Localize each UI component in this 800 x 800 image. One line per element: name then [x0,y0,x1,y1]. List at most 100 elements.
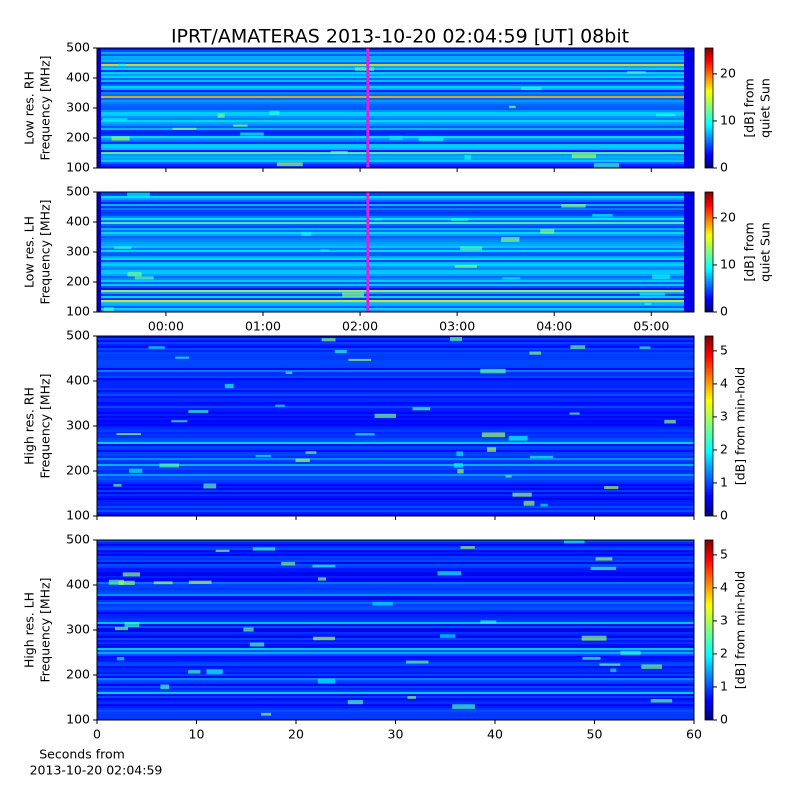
spectrogram-row [97,582,694,585]
y-axis-label: High res. LH [22,592,37,668]
spectrogram-row [97,84,694,87]
spectrogram-row [97,206,694,209]
spectrogram-row [97,494,694,497]
spectrogram-blob [148,346,165,349]
spectrogram-row [97,670,694,673]
spectrogram-blob [594,163,620,168]
spectrogram-row [97,78,694,81]
y-tick-label: 100 [66,712,90,727]
spectrogram-row [97,630,694,633]
spectrogram-row [97,244,694,247]
colorbar-label: [dB] from [742,222,757,281]
spectrogram-row [97,338,694,341]
spectrogram-blob [626,71,646,74]
spectrogram-row [97,50,694,53]
spectrogram-row [97,198,694,201]
spectrogram-row [97,358,694,361]
x-tick-label: 10 [189,727,205,742]
spectrogram-row [97,638,694,641]
spectrogram-blob [118,580,135,585]
spectrogram-row [97,472,694,475]
spectrogram-row [97,80,694,83]
spectrogram-blob [453,463,463,468]
spectrogram-row [97,692,694,695]
x-tick-label: 0 [93,727,101,742]
spectrogram-row [97,500,694,503]
spectrogram-blob [481,432,506,438]
spectrogram-row [97,258,694,261]
spectrogram-blob [269,110,280,116]
y-axis-label: Frequency [MHz] [38,577,53,682]
spectrogram-blob [285,371,293,374]
spectrogram-row [97,370,694,373]
spectrogram-row [97,716,694,719]
spectrogram-row [97,418,694,421]
spectrogram-row [97,610,694,613]
spectrogram-row [97,350,694,353]
spectrogram-row [97,372,694,375]
spectrogram-blob [103,307,114,312]
spectrogram-row [97,108,694,111]
spectrogram-blob [372,602,393,606]
spectrogram-row [97,666,694,669]
spectrogram-row [97,204,694,207]
spectrogram-row [97,290,694,293]
spectrogram-row [97,448,694,451]
spectrogram-row [97,346,694,349]
spectrogram-blob [610,668,617,673]
spectrogram [97,336,694,517]
spectrogram-blob [188,410,209,413]
spectrogram-blob [118,63,126,67]
spectrogram-row [97,446,694,449]
spectrogram-blob [312,564,336,568]
colorbar [704,539,714,721]
spectrogram-row [97,254,694,257]
spectrogram-row [97,390,694,393]
spectrogram-row [97,440,694,443]
y-tick-label: 100 [66,160,90,175]
spectrogram-blob [354,67,374,71]
spectrogram-row [97,544,694,547]
spectrogram-row [97,422,694,425]
spectrogram-row [97,620,694,623]
spectrogram-row [97,110,694,113]
spectrogram-row [97,706,694,709]
spectrogram-blob [529,455,554,459]
spectrogram-row [97,464,694,467]
spectrogram-row [97,52,694,55]
colorbar-label: quiet Sun [758,222,773,282]
spectrogram-blob [563,540,585,544]
spectrogram-row [97,162,694,165]
spectrogram-blob [128,468,143,473]
spectrogram-blob [102,118,128,121]
spectrogram-row [97,230,694,233]
spectrogram-row [97,146,694,149]
spectrogram-row [97,74,694,77]
spectrogram-row [97,70,694,73]
spectrogram-row [97,300,694,303]
spectrogram-blob [374,413,396,418]
spectrogram-row [97,554,694,557]
spectrogram-row [97,304,694,307]
spectrogram-row [97,696,694,699]
spectrogram-blob [412,407,431,411]
spectrogram-blob [124,622,140,627]
spectrogram-row [97,672,694,675]
spectrogram-row [97,668,694,671]
spectrogram-row [97,484,694,487]
x-tick-label: 40 [487,727,503,742]
spectrogram-row [97,540,694,543]
spectrogram-row [97,148,694,151]
spectrogram-edge [684,192,694,312]
y-axis-label: Frequency [MHz] [38,199,53,304]
spectrogram-row [97,552,694,555]
colorbar-tick-label: 4 [720,579,728,594]
y-tick-label: 500 [66,532,90,547]
colorbar-tick-label: 10 [720,112,736,127]
spectrogram-blob [641,664,662,669]
spectrogram-row [97,426,694,429]
spectrogram-row [97,438,694,441]
spectrogram-row [97,382,694,385]
spectrogram-row [97,542,694,545]
